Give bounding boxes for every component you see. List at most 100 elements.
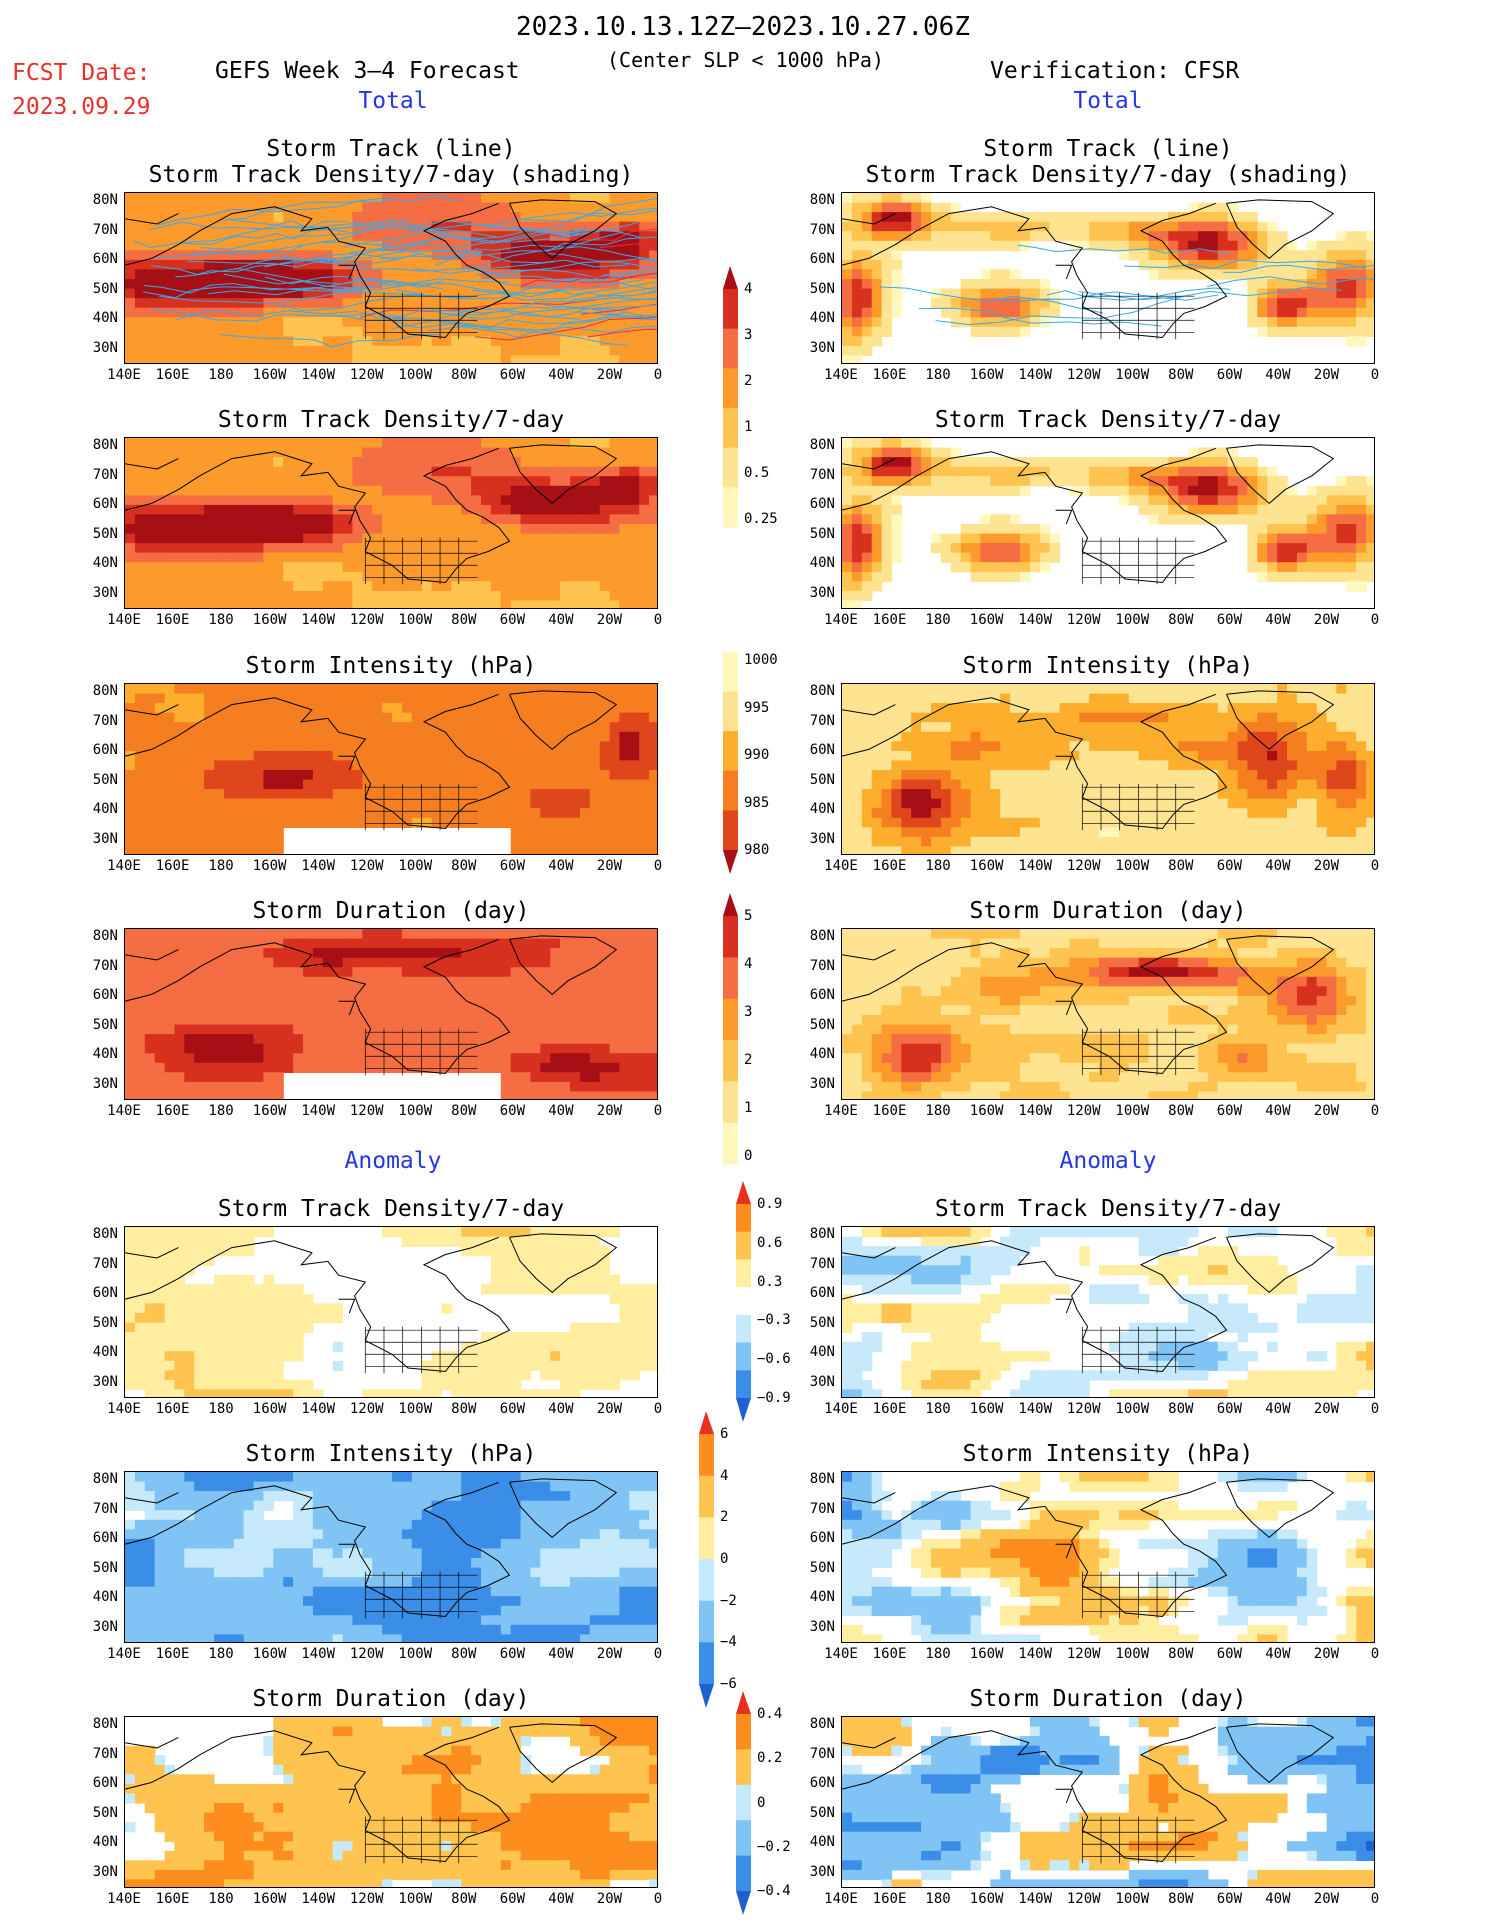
- grid-cell: [1138, 476, 1150, 487]
- grid-cell: [303, 317, 314, 328]
- grid-cell: [1296, 543, 1308, 554]
- grid-cell: [540, 250, 551, 261]
- grid-cell: [481, 571, 492, 582]
- grid-cell: [560, 789, 571, 800]
- grid-cell: [911, 703, 922, 714]
- grid-cell: [911, 798, 922, 809]
- grid-cell: [609, 212, 621, 223]
- grid-cell: [1346, 279, 1357, 290]
- grid-cell: [911, 760, 922, 771]
- grid-cell: [579, 345, 591, 357]
- grid-cell: [1227, 741, 1239, 752]
- grid-cell: [1316, 514, 1328, 525]
- grid-cell: [451, 770, 462, 781]
- grid-cell: [154, 770, 166, 781]
- grid-cell: [421, 466, 433, 477]
- grid-cell: [134, 590, 146, 602]
- grid-cell: [520, 770, 532, 781]
- storm-track-line: [152, 240, 400, 259]
- grid-cell: [312, 524, 324, 535]
- grid-cell: [881, 798, 893, 809]
- grid-cell: [1029, 476, 1041, 487]
- grid-cell: [471, 731, 482, 742]
- grid-cell: [589, 770, 601, 781]
- grid-cell: [1188, 770, 1199, 781]
- grid-cell: [589, 798, 601, 809]
- grid-cell: [911, 808, 922, 819]
- grid-cell: [970, 326, 982, 337]
- lon-tick-label: 20W: [596, 612, 623, 628]
- grid-cell: [431, 779, 443, 790]
- grid-cell: [233, 827, 245, 838]
- grid-cell: [1277, 259, 1288, 271]
- grid-cell: [881, 533, 893, 544]
- grid-cell: [1029, 836, 1041, 848]
- grid-cell: [1217, 202, 1229, 213]
- grid-cell: [570, 240, 581, 251]
- grid-cell: [184, 279, 195, 290]
- grid-cell: [1178, 817, 1189, 828]
- grid-cell: [184, 202, 195, 213]
- grid-cell: [312, 808, 324, 819]
- grid-cell: [134, 693, 146, 704]
- grid-cell: [891, 193, 902, 204]
- grid-cell: [599, 846, 611, 854]
- grid-cell: [599, 345, 611, 357]
- grid-cell: [1188, 202, 1199, 213]
- grid-cell: [842, 221, 853, 232]
- grid-cell: [441, 269, 452, 280]
- grid-cell: [1287, 817, 1298, 828]
- lat-tick-label: 50N: [92, 280, 118, 297]
- grid-cell: [861, 514, 873, 525]
- grid-cell: [1020, 798, 1031, 809]
- grid-cell: [144, 355, 156, 363]
- grid-cell: [125, 336, 136, 347]
- grid-cell: [401, 552, 413, 563]
- grid-cell: [940, 447, 952, 458]
- grid-cell: [510, 485, 522, 496]
- grid-cell: [530, 202, 541, 213]
- grid-cell: [1336, 750, 1347, 762]
- grid-cell: [560, 722, 571, 733]
- grid-cell: [134, 355, 146, 363]
- grid-cell: [1010, 712, 1021, 723]
- grid-cell: [382, 355, 393, 363]
- grid-cell: [842, 476, 853, 487]
- grid-cell: [1207, 684, 1219, 695]
- grid-cell: [1178, 741, 1189, 752]
- grid-cell: [144, 279, 156, 290]
- grid-cell: [579, 684, 591, 695]
- grid-cell: [1267, 789, 1278, 800]
- grid-cell: [1049, 817, 1061, 828]
- grid-cell: [125, 345, 136, 357]
- grid-cell: [490, 741, 502, 752]
- grid-cell: [1346, 712, 1357, 723]
- grid-cell: [1237, 760, 1249, 771]
- grid-cell: [629, 240, 640, 251]
- grid-cell: [312, 817, 324, 828]
- lon-tick-label: 160E: [872, 612, 907, 628]
- grid-cell: [560, 495, 571, 506]
- storm-track-line: [175, 253, 399, 278]
- grid-cell: [125, 562, 136, 573]
- grid-cell: [1326, 307, 1338, 318]
- grid-cell: [629, 336, 640, 347]
- grid-cell: [461, 798, 472, 809]
- grid-cell: [223, 307, 235, 318]
- grid-cell: [1356, 581, 1367, 592]
- map-svg: [125, 438, 657, 608]
- grid-cell: [125, 355, 136, 363]
- grid-cell: [471, 722, 482, 733]
- grid-cell: [421, 741, 433, 752]
- grid-cell: [293, 345, 304, 357]
- grid-cell: [174, 750, 185, 762]
- grid-cell: [233, 684, 245, 695]
- grid-cell: [609, 447, 621, 458]
- grid-cell: [1148, 770, 1160, 781]
- grid-cell: [1198, 212, 1209, 223]
- grid-cell: [520, 693, 532, 704]
- grid-cell: [461, 693, 472, 704]
- grid-cell: [530, 827, 541, 838]
- storm-track-line: [935, 296, 1182, 326]
- grid-cell: [441, 562, 452, 573]
